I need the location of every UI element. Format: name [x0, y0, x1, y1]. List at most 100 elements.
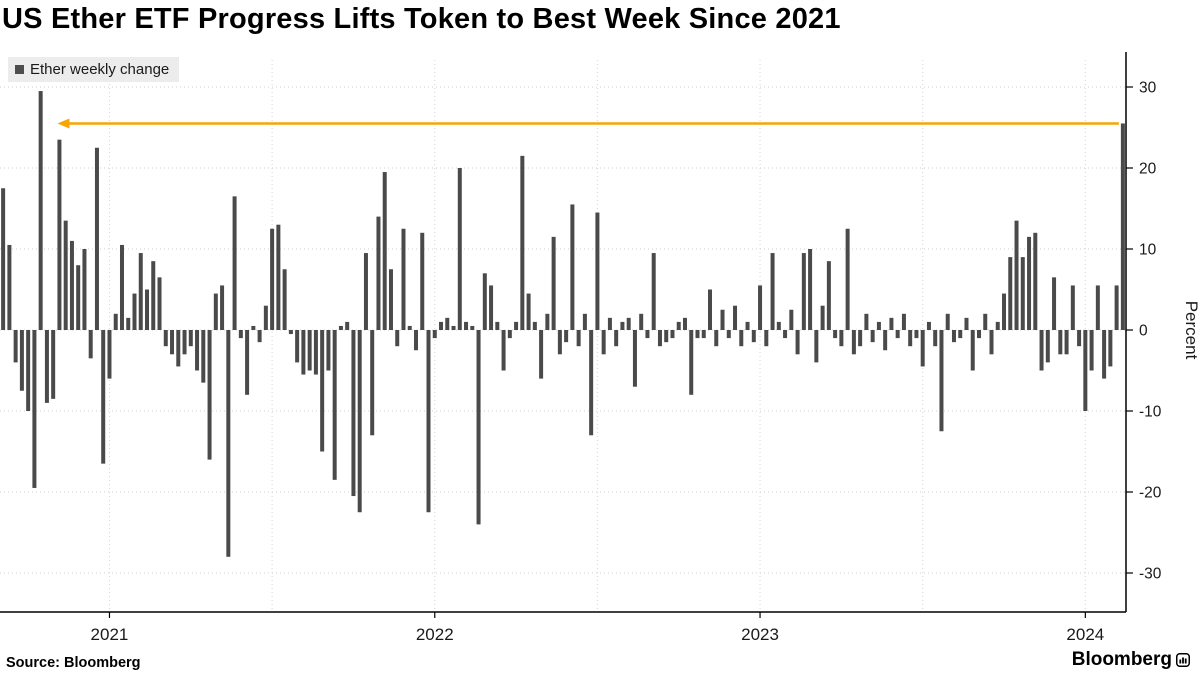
bar [76, 265, 81, 330]
bar [532, 321, 537, 330]
bar [1064, 330, 1069, 355]
bar [789, 309, 794, 330]
bar [733, 305, 738, 330]
bar [726, 330, 731, 339]
bar [1008, 257, 1013, 330]
bar [926, 321, 931, 330]
x-tick-label: 2021 [91, 625, 129, 644]
bar [651, 253, 656, 330]
bar [382, 172, 387, 330]
bar [976, 330, 981, 339]
bar [13, 330, 18, 363]
chart-icon [1176, 653, 1190, 667]
bar [451, 325, 456, 330]
bar [995, 321, 1000, 330]
bar [626, 317, 631, 330]
bar [44, 330, 49, 403]
bar [251, 325, 256, 330]
bar [632, 330, 637, 387]
bar [220, 285, 225, 330]
bar [783, 330, 788, 339]
y-tick-label: 20 [1139, 161, 1157, 178]
bar [582, 313, 587, 330]
bar [901, 313, 906, 330]
bar [413, 330, 418, 351]
bar [814, 330, 819, 363]
bar [257, 330, 262, 343]
bar [1102, 330, 1107, 379]
bar [739, 330, 744, 347]
legend: Ether weekly change [8, 57, 180, 82]
bar [820, 305, 825, 330]
bar [601, 330, 606, 355]
bar [1014, 220, 1019, 330]
legend-label: Ether weekly change [30, 61, 170, 78]
source-note: Source: Bloomberg [6, 655, 141, 671]
bar [945, 313, 950, 330]
y-tick-label: -30 [1139, 566, 1162, 583]
bar [501, 330, 506, 371]
bar [245, 330, 250, 395]
bar [620, 321, 625, 330]
bar [1083, 330, 1088, 411]
bar [520, 155, 525, 330]
bar [363, 253, 368, 330]
bar [507, 330, 512, 339]
bar [7, 244, 12, 330]
bar [464, 321, 469, 330]
bar [1033, 232, 1038, 330]
bar [482, 273, 487, 330]
x-tick-label: 2023 [741, 625, 779, 644]
bar [914, 330, 919, 339]
bar [570, 204, 575, 330]
bar [1114, 285, 1119, 330]
bar [1027, 236, 1032, 330]
bar [770, 253, 775, 330]
bar [432, 330, 437, 339]
bar [1070, 285, 1075, 330]
bar [145, 289, 150, 330]
bar [295, 330, 300, 363]
bar [101, 330, 106, 464]
bar [1108, 330, 1113, 367]
bar [720, 309, 725, 330]
bar [839, 330, 844, 347]
bar [951, 330, 956, 343]
bar [745, 321, 750, 330]
bar [670, 330, 675, 339]
bar [94, 147, 99, 330]
bar [332, 330, 337, 480]
bar [657, 330, 662, 347]
bar [695, 330, 700, 339]
bloomberg-logo-text: Bloomberg [1071, 649, 1172, 670]
bar [889, 317, 894, 330]
bar [614, 330, 619, 347]
bar [939, 330, 944, 432]
bar [514, 321, 519, 330]
bar [26, 330, 31, 411]
bar [176, 330, 181, 367]
bar [107, 330, 112, 379]
bar [420, 232, 425, 330]
bar [88, 330, 93, 359]
bar [1095, 285, 1100, 330]
bar [351, 330, 356, 497]
bloomberg-logo: Bloomberg [1072, 649, 1190, 671]
bar [845, 228, 850, 330]
bar [132, 293, 137, 330]
bar [113, 313, 118, 330]
bar [163, 330, 168, 347]
bar [489, 285, 494, 330]
bar [338, 325, 343, 330]
bar [564, 330, 569, 343]
bar [426, 330, 431, 513]
bar [676, 321, 681, 330]
legend-swatch-icon [15, 65, 24, 74]
bar [557, 330, 562, 355]
bar [876, 321, 881, 330]
arrow-head-icon [57, 118, 70, 129]
bar [1045, 330, 1050, 363]
bar [476, 330, 481, 525]
bar [307, 330, 312, 371]
